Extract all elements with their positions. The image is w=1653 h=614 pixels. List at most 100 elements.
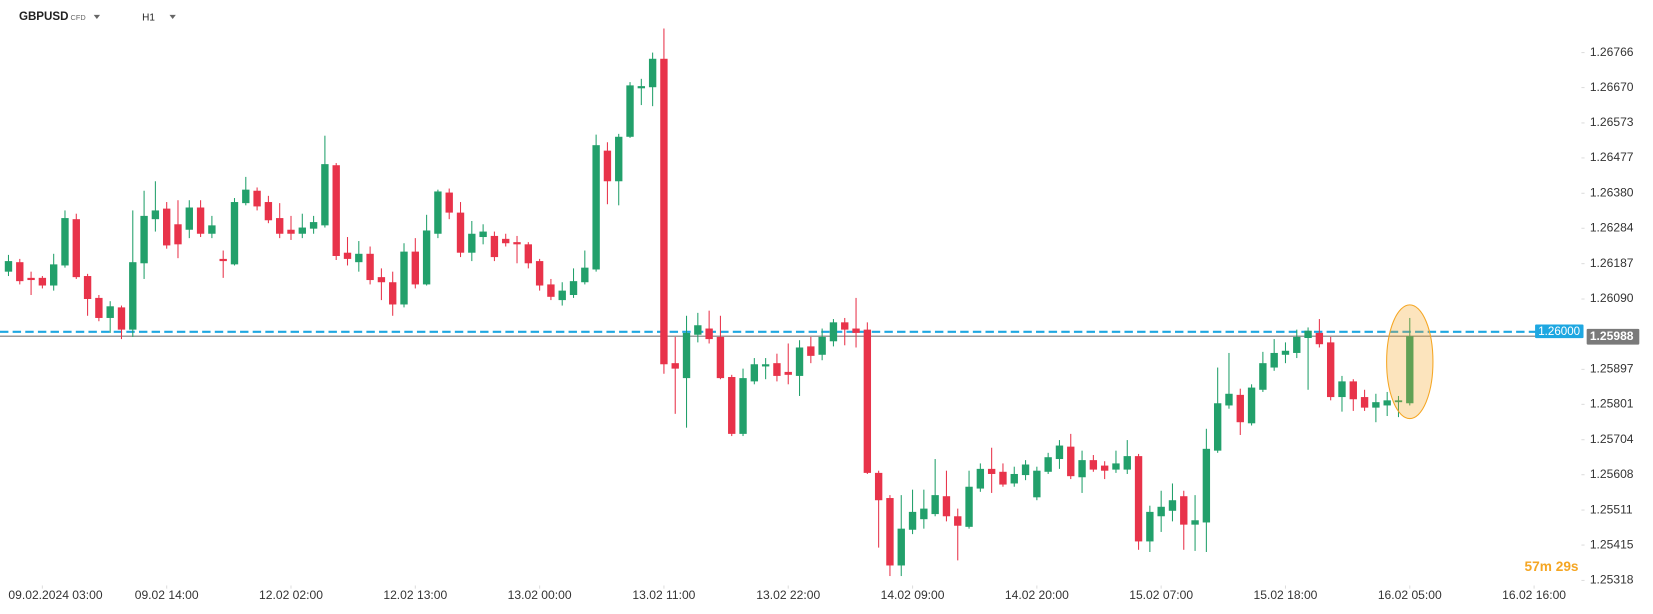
y-tick-label: 1.25318 bbox=[1590, 573, 1634, 587]
candle-body bbox=[1180, 496, 1188, 525]
candle-body bbox=[1089, 460, 1098, 470]
candle-body bbox=[1010, 473, 1018, 484]
candle-body bbox=[1247, 387, 1256, 424]
candle-body bbox=[694, 325, 702, 335]
candle-body bbox=[818, 336, 826, 355]
candle-body bbox=[513, 242, 521, 245]
candle-body bbox=[603, 150, 612, 182]
candle-body bbox=[4, 261, 13, 272]
symbol[interactable]: GBPUSD bbox=[19, 11, 69, 23]
candle-body bbox=[671, 363, 679, 369]
candle-body bbox=[592, 145, 600, 270]
candle-body bbox=[366, 253, 374, 281]
candle-body bbox=[841, 322, 849, 330]
candle-body bbox=[479, 231, 487, 238]
x-tick-label: 12.02 02:00 bbox=[259, 588, 323, 602]
candle-body bbox=[242, 189, 250, 204]
y-tick-label: 1.25608 bbox=[1590, 467, 1634, 481]
timeframe[interactable]: H1 bbox=[142, 13, 155, 24]
y-tick-label: 1.25704 bbox=[1590, 432, 1634, 446]
candle-body bbox=[1112, 463, 1120, 470]
candle-body bbox=[976, 468, 985, 489]
y-tick-label: 1.25801 bbox=[1590, 397, 1634, 411]
candle-body bbox=[1270, 352, 1278, 368]
timeframe-dropdown[interactable] bbox=[169, 14, 176, 20]
price-tag-box bbox=[1535, 324, 1584, 339]
candle-countdown: 57m 29s bbox=[1525, 559, 1579, 574]
candle-body bbox=[411, 251, 419, 285]
candle-body bbox=[1168, 500, 1177, 511]
price-tag: 1.25988 bbox=[1590, 329, 1634, 343]
x-tick-label: 09.02.2024 03:00 bbox=[8, 588, 102, 602]
x-tick-label: 13.02 22:00 bbox=[756, 588, 820, 602]
y-tick-label: 1.26380 bbox=[1590, 185, 1634, 199]
y-tick-label: 1.26670 bbox=[1590, 80, 1634, 94]
candle-body bbox=[750, 364, 759, 382]
candle-body bbox=[1394, 400, 1403, 403]
candle-body bbox=[999, 471, 1007, 485]
candle-body bbox=[140, 215, 148, 264]
candle-body bbox=[874, 472, 883, 501]
y-tick-label: 1.26090 bbox=[1590, 291, 1634, 305]
symbol-dropdown[interactable] bbox=[93, 14, 101, 20]
candle-body bbox=[965, 486, 973, 527]
y-tick-label: 1.26477 bbox=[1590, 150, 1634, 164]
candle-body bbox=[716, 336, 725, 379]
candle-body bbox=[434, 191, 442, 234]
candle-body bbox=[332, 165, 340, 256]
candle-body bbox=[117, 307, 126, 330]
y-tick-label: 1.25897 bbox=[1590, 362, 1634, 376]
candle-body bbox=[377, 277, 386, 283]
candle-body bbox=[829, 322, 838, 342]
candle-body bbox=[1191, 520, 1199, 525]
candle-body bbox=[648, 58, 657, 88]
candle-body bbox=[1134, 456, 1143, 542]
candle-body bbox=[886, 498, 894, 566]
candle-body bbox=[502, 238, 510, 244]
candle-body bbox=[1225, 393, 1233, 406]
candle-body bbox=[309, 222, 318, 229]
candle-body bbox=[355, 253, 363, 263]
candle-body bbox=[400, 251, 408, 305]
candle-body bbox=[298, 227, 306, 234]
candle-body bbox=[422, 230, 431, 285]
candle-body bbox=[1259, 363, 1267, 390]
candle-body bbox=[16, 262, 24, 282]
candle-body bbox=[1055, 445, 1064, 460]
candle-body bbox=[581, 267, 589, 283]
candle-body bbox=[490, 235, 499, 258]
x-tick-label: 14.02 09:00 bbox=[881, 588, 945, 602]
candle-body bbox=[795, 347, 804, 376]
candle-body bbox=[1157, 506, 1165, 517]
candle-body bbox=[807, 346, 815, 356]
candle-body bbox=[739, 378, 747, 434]
candle-body bbox=[1372, 402, 1380, 408]
candle-body bbox=[761, 364, 770, 367]
candle-body bbox=[1044, 457, 1052, 472]
candle-body bbox=[1100, 465, 1109, 471]
candle-body bbox=[72, 219, 80, 278]
candle-body bbox=[129, 262, 137, 330]
candle-body bbox=[253, 190, 261, 207]
candle-body bbox=[151, 210, 160, 220]
candle-body bbox=[38, 277, 47, 286]
candle-body bbox=[1213, 403, 1222, 451]
y-tick-label: 1.26766 bbox=[1590, 45, 1634, 59]
candle-body bbox=[1326, 342, 1335, 398]
candle-body bbox=[1021, 464, 1030, 476]
candle-body bbox=[1293, 336, 1301, 353]
candle-body bbox=[1383, 400, 1391, 406]
candle-body bbox=[569, 281, 578, 295]
candle-body bbox=[535, 261, 544, 286]
highlight-ellipse bbox=[1386, 304, 1434, 420]
candle-body bbox=[773, 363, 781, 376]
candle-body bbox=[908, 511, 917, 530]
candle-body bbox=[852, 328, 860, 333]
x-tick-label: 14.02 20:00 bbox=[1005, 588, 1069, 602]
x-tick-label: 13.02 00:00 bbox=[508, 588, 572, 602]
candle-body bbox=[196, 207, 205, 234]
candle-body bbox=[524, 244, 533, 264]
candle-body bbox=[343, 252, 352, 259]
candle-body bbox=[1146, 511, 1154, 542]
